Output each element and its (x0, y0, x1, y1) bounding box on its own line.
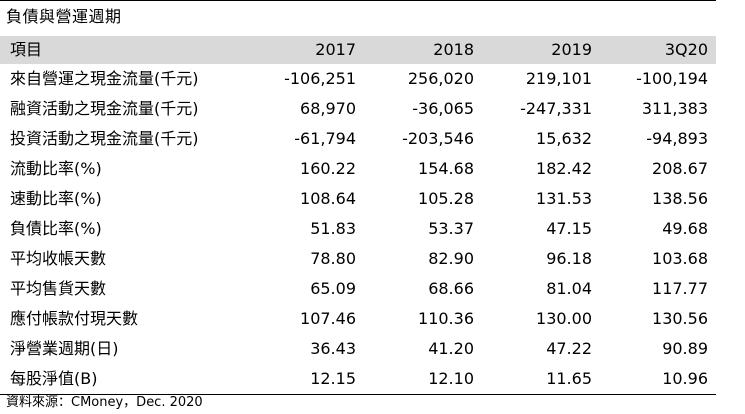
header-cell-item: 項目 (0, 36, 252, 64)
header-row: 項目 2017 2018 2019 3Q20 (0, 36, 716, 64)
row-label-cell: 流動比率(%) (10, 159, 102, 178)
value-cell: 110.36 (418, 309, 474, 328)
row-label-cell: 來自營運之現金流量(千元) (10, 69, 199, 88)
value-cell: -247,331 (520, 99, 592, 118)
value-cell: 49.68 (662, 219, 708, 238)
table-row: 融資活動之現金流量(千元) 68,970 -36,065 -247,331 311,38… (0, 94, 716, 124)
table-row: 速動比率(%) 108.64 105.28 131.53 138.56 (0, 184, 716, 214)
header-cell-2018: 2018 (364, 36, 482, 64)
value-cell: 154.68 (418, 159, 474, 178)
value-cell: 81.04 (546, 279, 592, 298)
value-cell: 68.66 (428, 279, 474, 298)
value-cell: 107.46 (300, 309, 356, 328)
source-note: 資料來源：CMoney，Dec. 2020 (6, 395, 203, 410)
value-cell: 130.00 (536, 309, 592, 328)
value-cell: 182.42 (536, 159, 592, 178)
value-cell: 130.56 (652, 309, 708, 328)
value-cell: 68,970 (300, 99, 356, 118)
value-cell: 103.68 (652, 249, 708, 268)
table-row: 每股淨值(B) 12.15 12.10 11.65 10.96 (0, 364, 716, 395)
value-cell: 47.22 (546, 339, 592, 358)
value-cell: 12.15 (252, 364, 364, 395)
value-cell: 47.15 (546, 219, 592, 238)
row-label-cell: 融資活動之現金流量(千元) (10, 99, 199, 118)
row-label-cell: 平均收帳天數 (10, 249, 107, 268)
row-label-cell: 淨營業週期(日) (10, 339, 119, 358)
value-cell: -36,065 (412, 99, 474, 118)
table-row: 淨營業週期(日) 36.43 41.20 47.22 90.89 (0, 334, 716, 364)
header-cell-3q20: 3Q20 (600, 36, 716, 64)
table-row: 應付帳款付現天數 107.46 110.36 130.00 130.56 (0, 304, 716, 334)
value-cell: 117.77 (652, 279, 708, 298)
value-cell: -94,893 (646, 129, 708, 148)
header-cell-2019: 2019 (482, 36, 600, 64)
table-row: 負債比率(%) 51.83 53.37 47.15 49.68 (0, 214, 716, 244)
value-cell: 96.18 (546, 249, 592, 268)
value-cell: 65.09 (310, 279, 356, 298)
title-row: 負債與營運週期 (0, 0, 716, 31)
row-label-cell: 應付帳款付現天數 (10, 309, 139, 328)
value-cell: 53.37 (428, 219, 474, 238)
value-cell: 160.22 (300, 159, 356, 178)
value-cell: -203,546 (402, 129, 474, 148)
value-cell: -61,794 (294, 129, 356, 148)
value-cell: 311,383 (641, 99, 708, 118)
table-row: 流動比率(%) 160.22 154.68 182.42 208.67 (0, 154, 716, 184)
table-row: 投資活動之現金流量(千元) -61,794 -203,546 15,632 -94,89… (0, 124, 716, 154)
row-label-cell: 投資活動之現金流量(千元) (10, 129, 199, 148)
value-cell: 15,632 (536, 129, 592, 148)
row-label-cell: 平均售貨天數 (10, 279, 107, 298)
value-cell: 12.10 (364, 364, 482, 395)
value-cell: -100,194 (636, 69, 708, 88)
value-cell: 41.20 (428, 339, 474, 358)
value-cell: 10.96 (600, 364, 716, 395)
value-cell: -106,251 (284, 69, 356, 88)
value-cell: 51.83 (310, 219, 356, 238)
value-cell: 138.56 (652, 189, 708, 208)
value-cell: 11.65 (482, 364, 600, 395)
row-label-cell: 負債比率(%) (10, 219, 102, 238)
table-title: 負債與營運週期 (6, 7, 122, 26)
table-row: 平均售貨天數 65.09 68.66 81.04 117.77 (0, 274, 716, 304)
value-cell: 219,101 (525, 69, 592, 88)
row-label-cell: 每股淨值(B) (0, 364, 252, 395)
value-cell: 36.43 (310, 339, 356, 358)
header-cell-2017: 2017 (252, 36, 364, 64)
value-cell: 105.28 (418, 189, 474, 208)
value-cell: 78.80 (310, 249, 356, 268)
financial-table: 項目 2017 2018 2019 3Q20 來自營運之現金流量(千元) -106… (0, 36, 716, 395)
table-row: 來自營運之現金流量(千元) -106,251 256,020 219,101 -100,… (0, 64, 716, 94)
row-label-cell: 速動比率(%) (10, 189, 102, 208)
value-cell: 131.53 (536, 189, 592, 208)
table-row: 平均收帳天數 78.80 82.90 96.18 103.68 (0, 244, 716, 274)
value-cell: 208.67 (652, 159, 708, 178)
value-cell: 108.64 (300, 189, 356, 208)
value-cell: 82.90 (428, 249, 474, 268)
value-cell: 90.89 (662, 339, 708, 358)
value-cell: 256,020 (407, 69, 474, 88)
table-body: 來自營運之現金流量(千元) -106,251 256,020 219,101 -100,… (0, 64, 716, 395)
